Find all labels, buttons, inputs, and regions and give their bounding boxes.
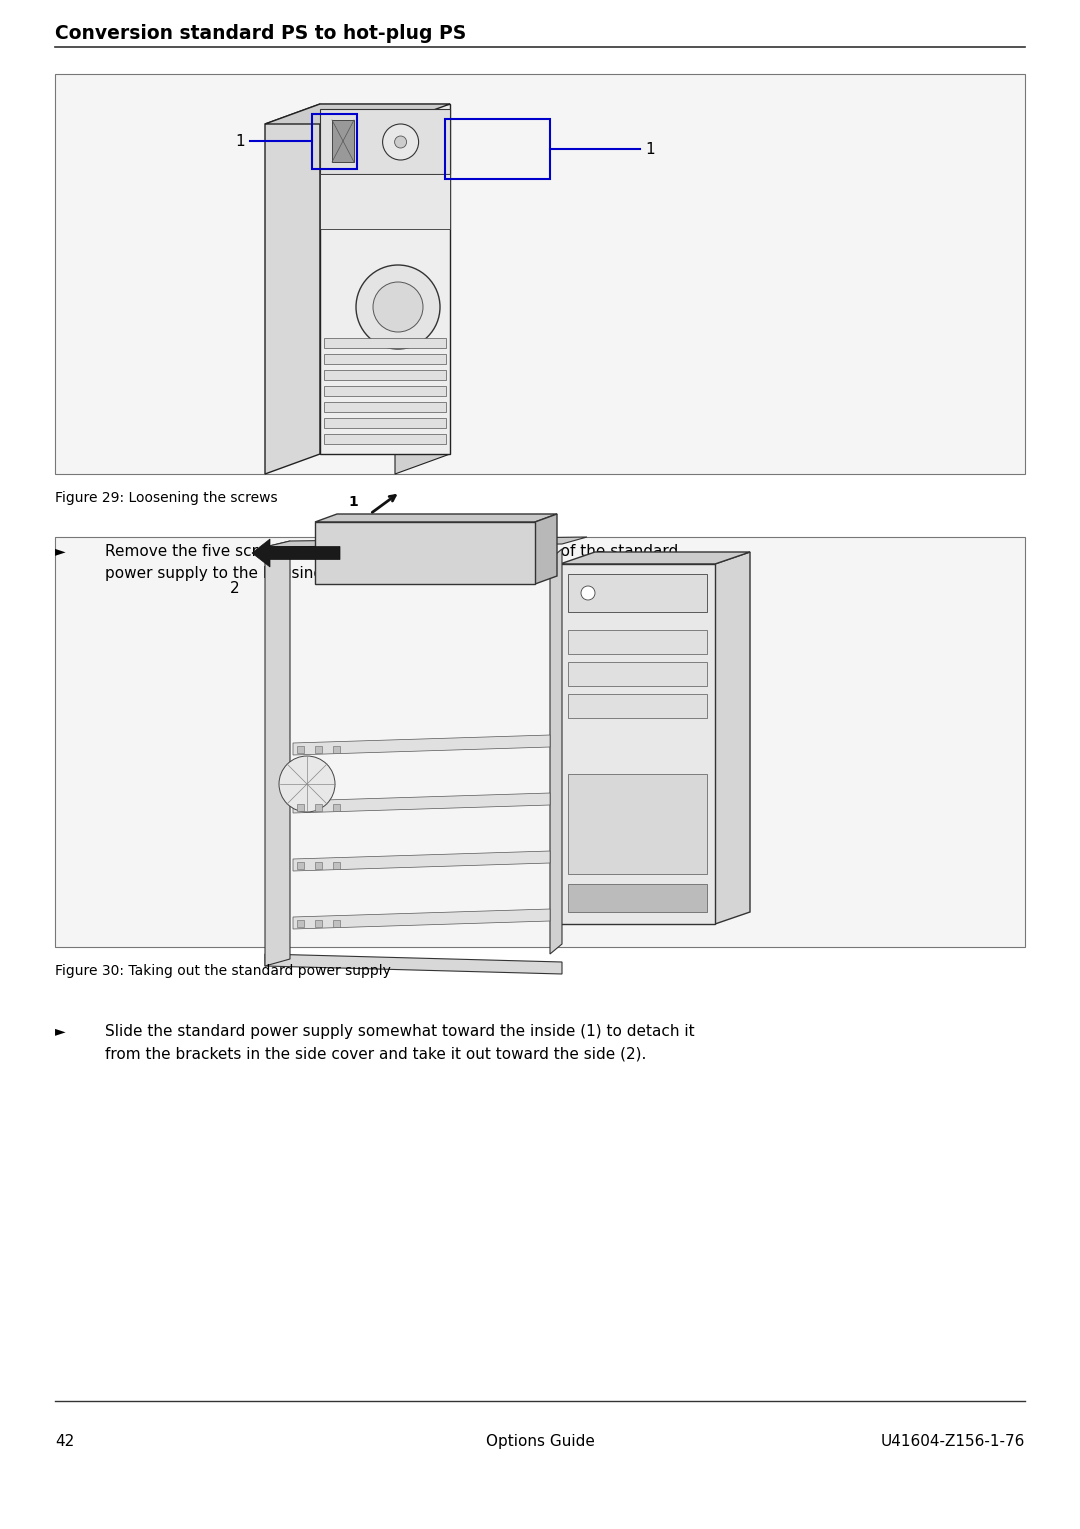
Polygon shape (265, 954, 562, 974)
Bar (55, 537, 1025, 946)
Text: Remove the five screws (1) which attach the adapter plate of the standard
power : Remove the five screws (1) which attach … (105, 544, 678, 581)
Bar (568, 884, 707, 911)
Text: Conversion standard PS to hot-plug PS: Conversion standard PS to hot-plug PS (55, 24, 467, 43)
Polygon shape (324, 385, 446, 396)
Polygon shape (324, 417, 446, 428)
Polygon shape (550, 549, 562, 954)
Text: Figure 29: Loosening the screws: Figure 29: Loosening the screws (55, 491, 278, 505)
Circle shape (279, 755, 335, 812)
Bar (333, 920, 340, 927)
Bar (315, 746, 322, 752)
Polygon shape (293, 910, 550, 930)
Bar (568, 573, 707, 612)
Polygon shape (315, 514, 557, 521)
Polygon shape (324, 370, 446, 381)
Polygon shape (315, 521, 535, 584)
Polygon shape (715, 552, 750, 924)
Polygon shape (265, 541, 291, 966)
Circle shape (581, 586, 595, 599)
Text: 2: 2 (230, 581, 240, 596)
Bar (297, 746, 303, 752)
Bar (333, 862, 340, 868)
Text: Slide the standard power supply somewhat toward the inside (1) to detach it
from: Slide the standard power supply somewhat… (105, 1024, 694, 1061)
Polygon shape (320, 109, 450, 174)
Polygon shape (324, 355, 446, 364)
Bar (568, 694, 707, 719)
Circle shape (356, 265, 440, 349)
Text: 1: 1 (348, 495, 357, 509)
Bar (568, 630, 707, 654)
Polygon shape (293, 794, 550, 813)
Polygon shape (561, 552, 750, 564)
Bar (297, 862, 303, 868)
Text: Figure 30: Taking out the standard power supply: Figure 30: Taking out the standard power… (55, 963, 391, 979)
Polygon shape (265, 104, 320, 474)
Bar (315, 804, 322, 810)
Text: U41604-Z156-1-76: U41604-Z156-1-76 (880, 1434, 1025, 1449)
Bar (332, 119, 354, 162)
Text: Options Guide: Options Guide (486, 1434, 594, 1449)
Bar (297, 920, 303, 927)
Polygon shape (561, 564, 715, 924)
FancyArrow shape (252, 540, 340, 567)
Text: 1: 1 (235, 135, 245, 148)
Bar (55, 73, 1025, 474)
Polygon shape (535, 514, 557, 584)
Bar (320, 174, 450, 229)
Polygon shape (320, 104, 450, 454)
Text: 1: 1 (645, 142, 654, 156)
Bar (568, 662, 707, 687)
Bar (445, 119, 550, 179)
Text: ►: ► (55, 544, 66, 558)
Polygon shape (324, 338, 446, 349)
Bar (297, 804, 303, 810)
Polygon shape (293, 852, 550, 872)
Bar (312, 115, 357, 170)
Text: 42: 42 (55, 1434, 75, 1449)
Bar (333, 804, 340, 810)
Circle shape (382, 124, 419, 161)
Polygon shape (395, 104, 450, 474)
Bar (315, 920, 322, 927)
Bar (568, 774, 707, 875)
Polygon shape (324, 434, 446, 443)
Text: ►: ► (55, 1024, 66, 1038)
Circle shape (373, 281, 423, 332)
Polygon shape (324, 402, 446, 411)
Bar (315, 862, 322, 868)
Circle shape (394, 136, 406, 148)
Bar (333, 746, 340, 752)
Polygon shape (265, 537, 588, 547)
Polygon shape (293, 735, 550, 755)
Polygon shape (265, 104, 450, 124)
